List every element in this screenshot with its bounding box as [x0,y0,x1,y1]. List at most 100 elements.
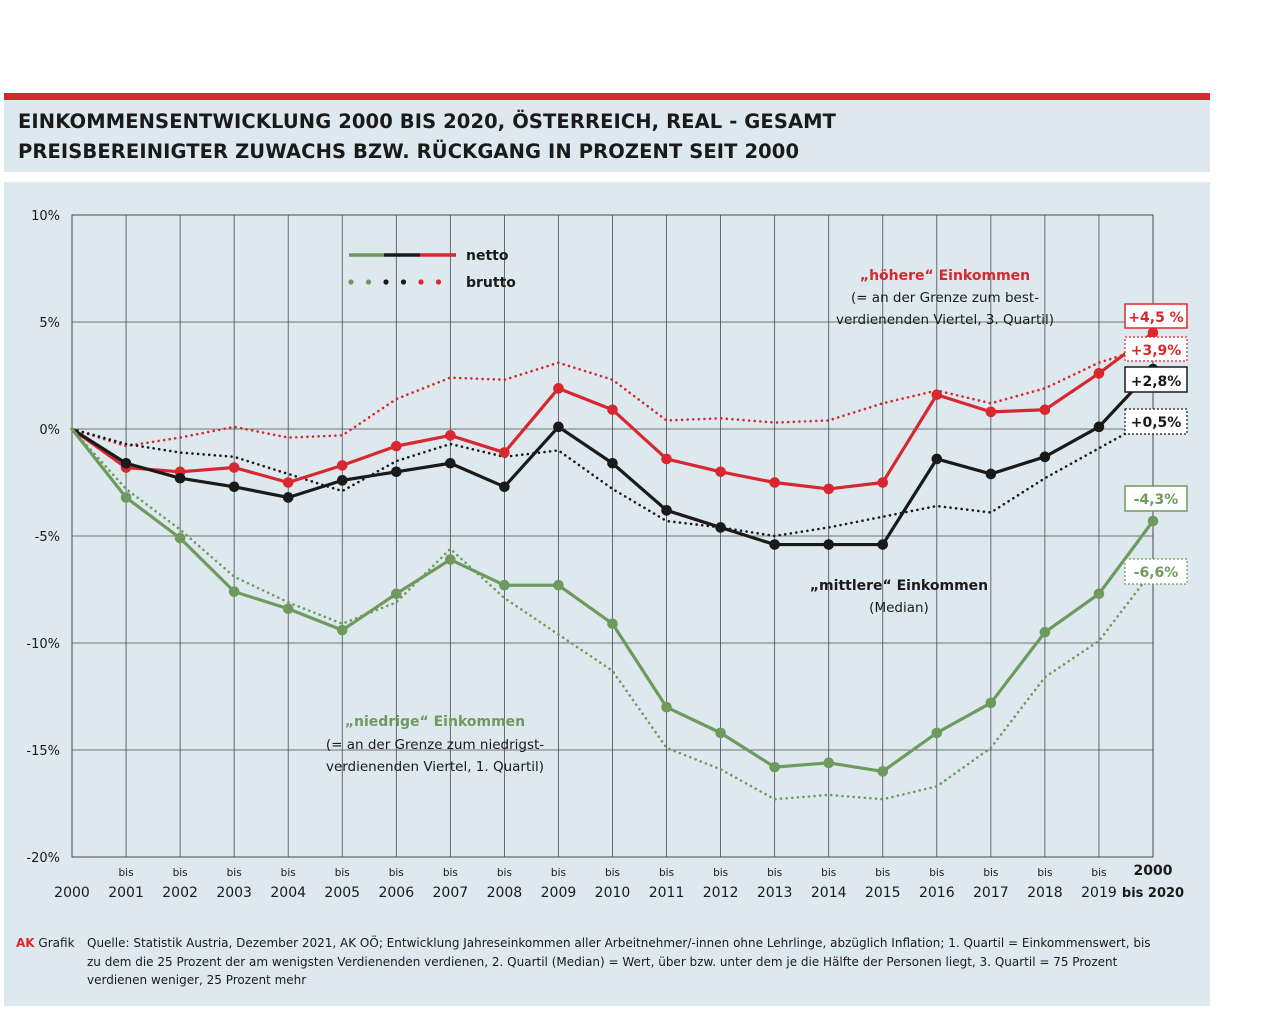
annotation-high-line1: (= an der Grenze zum best- [851,290,1039,306]
end-label-mid-netto-box [1124,366,1188,393]
data-point [1147,327,1159,339]
chart-title: EINKOMMENSENTWICKLUNG 2000 BIS 2020, ÖST… [18,110,837,133]
y-tick-label: -20% [26,851,60,866]
x-tick-label: 2015 [865,885,901,901]
end-label-low-netto-box [1124,485,1188,512]
data-point [661,701,672,713]
data-point [1039,627,1051,638]
x-tick-label: 2008 [487,885,523,901]
data-point [931,453,943,465]
data-point [607,457,618,469]
data-point [553,421,564,433]
legend-brutto-label: brutto [466,275,516,291]
footer: AK Grafik Quelle: Statistik Austria, Dez… [16,934,1186,987]
data-point [445,430,456,441]
x-tick-label: 2014 [811,885,847,901]
annotation-low-line2: verdienenden Viertel, 1. Quartil) [326,759,544,775]
end-label-high-brutto-box [1124,336,1188,362]
y-tick-label: -15% [26,744,60,759]
x-tick-label-top: bis [875,867,890,879]
series-line [70,344,1155,448]
data-point [877,766,889,777]
accent-bar [4,93,1210,100]
x-tick-label-top: bis [767,867,782,879]
y-tick-label: 0% [39,423,60,438]
data-point [985,406,997,418]
end-label-mid-brutto: +0,5% [1131,415,1182,431]
x-tick-label-top: bis [227,867,242,879]
x-tick-label-top: bis [173,867,188,879]
x-tick-label: 2019 [1081,885,1117,901]
end-labels: +4,5 % +3,9% +2,8% +0,5% -4,3% -6,6% [1124,303,1188,585]
x-tick-label-top: bis [1037,867,1052,879]
data-point [1093,368,1105,379]
brand-suffix: Grafik [38,936,75,950]
y-tick-label: 5% [39,316,60,331]
data-point [174,532,186,544]
x-tick-label: 2001 [108,885,144,901]
legend-brutto-dot [418,279,424,285]
data-point [499,447,510,458]
data-point [1039,451,1051,463]
data-point [877,477,889,488]
data-point [282,477,294,488]
x-axis-ticks: 2000 bis 2001 bis 2002 bis 2003 bis 2004 bis 2005 b… [54,863,1184,901]
x-tick-label-top: bis [497,867,512,879]
x-tick-label: 2006 [378,885,414,901]
data-point [715,522,726,533]
end-label-low-netto: -4,3% [1134,492,1179,508]
x-tick-label: 2007 [433,885,469,901]
x-tick-label: 2011 [649,885,685,901]
annotation-mid: „mittlere“ Einkommen (Median) [810,578,988,616]
data-point [336,624,348,636]
data-point [391,588,402,600]
x-tick-label-top: bis [821,867,836,879]
end-label-high-netto-box [1124,303,1188,329]
x-tick-label-top: bis [929,867,944,879]
data-point [553,579,564,591]
x-tick-label: 2013 [757,885,793,901]
data-point [931,389,943,401]
legend-brutto-dot [400,279,407,285]
x-tick-label-top: bis [389,867,404,879]
data-point [553,383,564,394]
series-line [70,416,1155,538]
legend-brutto-dot [383,279,389,285]
data-point [282,603,294,615]
data-point [769,477,780,488]
data-point [445,554,456,565]
x-tick-label-top: bis [335,867,350,879]
data-point [445,457,456,469]
data-point [823,539,834,550]
data-point [499,481,510,493]
x-tick-label-top: bis [659,867,674,879]
x-tick-label-top: bis [281,867,296,879]
data-point [607,618,618,630]
data-point [120,492,132,503]
annotation-mid-title: „mittlere“ Einkommen [810,578,988,594]
legend-brutto-dot [365,279,372,285]
data-point [336,475,348,486]
data-point [1039,404,1051,416]
chart-subtitle: PREISBEREINIGTER ZUWACHS BZW. RÜCKGANG I… [18,140,800,163]
x-tick-label: 2005 [324,885,360,901]
x-tick-label-top: bis [119,867,134,879]
x-tick-label-top: 2000 [1134,863,1173,879]
annotation-low-title: „niedrige“ Einkommen [345,714,525,730]
data-point [391,440,402,452]
x-tick-label-top: bis [605,867,620,879]
annotation-mid-line1: (Median) [869,600,929,616]
data-point [1093,588,1105,600]
data-point [1147,515,1159,527]
data-point [877,539,889,550]
data-point [715,727,726,739]
data-point [661,453,672,465]
x-tick-label-top: bis [713,867,728,879]
annotation-low: „niedrige“ Einkommen (= an der Grenze zu… [326,714,544,775]
x-tick-label: 2016 [919,885,955,901]
x-tick-label: 2003 [216,885,252,901]
ak-logo-text: AK [16,936,35,950]
legend-brutto-dot [348,279,354,285]
data-point [823,483,834,495]
x-tick-label: 2000 [54,885,90,901]
